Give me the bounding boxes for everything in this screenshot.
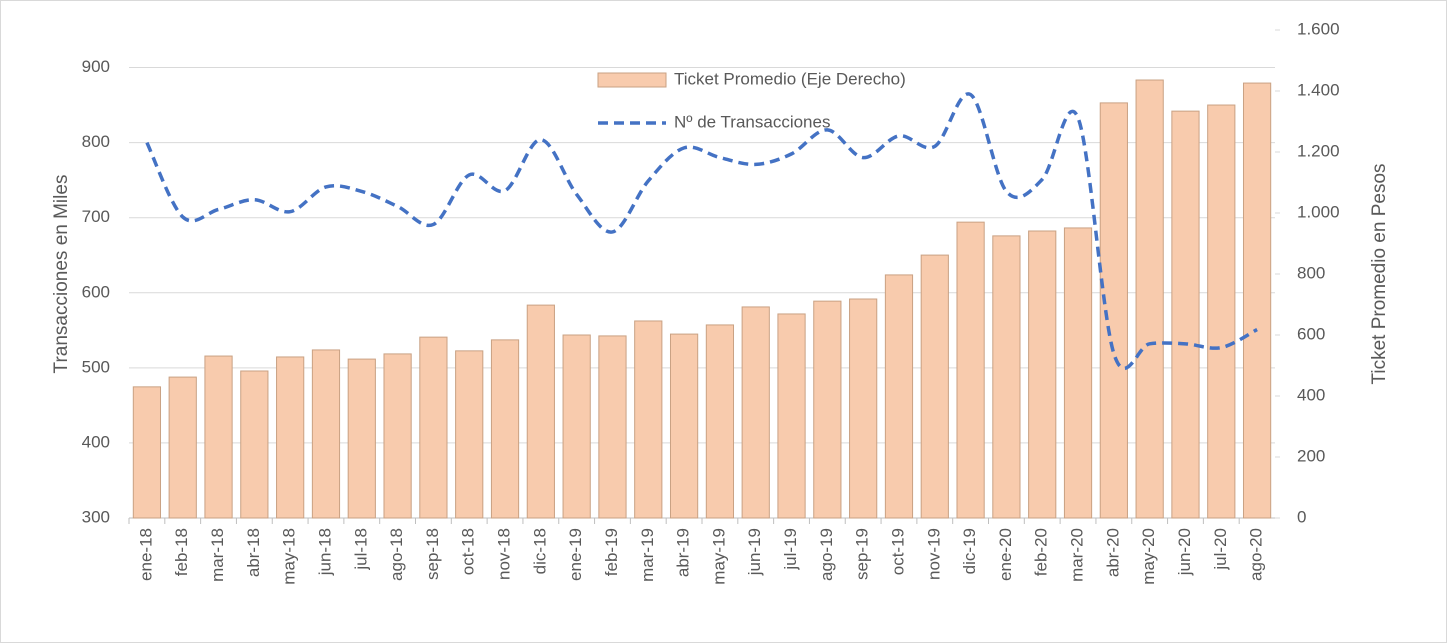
- x-tick-label: oct-18: [459, 528, 478, 575]
- bar: [276, 356, 305, 519]
- y-tick-label: 800: [82, 132, 110, 151]
- y2-tick-label: 1.600: [1297, 19, 1340, 38]
- x-tick-label: feb-20: [1032, 528, 1051, 576]
- y2-tick-label: 800: [1297, 263, 1325, 282]
- x-tick-label: ago-20: [1247, 528, 1266, 581]
- legend-label: Ticket Promedio (Eje Derecho): [674, 69, 906, 88]
- x-tick-label: jun-18: [315, 528, 334, 576]
- bar: [1028, 230, 1057, 519]
- bar: [526, 304, 555, 519]
- bar: [383, 353, 412, 519]
- y2-tick-label: 1.400: [1297, 80, 1340, 99]
- x-tick-label: jul-18: [351, 528, 370, 571]
- y-tick-label: 700: [82, 207, 110, 226]
- bar: [777, 313, 806, 519]
- bar: [705, 324, 735, 519]
- x-tick-label: abr-18: [244, 528, 263, 577]
- x-tick-label: jul-19: [781, 528, 800, 571]
- x-tick-label: jul-20: [1211, 528, 1230, 571]
- y2-tick-label: 400: [1297, 385, 1325, 404]
- x-tick-label: jun-19: [745, 528, 764, 576]
- bar: [598, 335, 627, 519]
- y-tick-label: 400: [82, 432, 110, 451]
- x-tick-label: may-19: [709, 528, 728, 585]
- y-axis-title: Transacciones en Miles: [51, 175, 72, 374]
- y2-tick-label: 600: [1297, 324, 1325, 343]
- bar: [240, 370, 269, 519]
- bar: [634, 320, 663, 519]
- bar: [920, 254, 949, 519]
- bar: [562, 334, 591, 519]
- x-tick-label: may-20: [1139, 528, 1158, 585]
- x-tick-label: ago-19: [817, 528, 836, 581]
- y-tick-label: 500: [82, 357, 110, 376]
- bar: [884, 274, 914, 519]
- y-tick-label: 600: [82, 282, 110, 301]
- x-tick-label: feb-19: [602, 528, 621, 576]
- y-tick-label: 900: [82, 57, 110, 76]
- bar: [956, 221, 985, 519]
- x-tick-label: sep-19: [853, 528, 872, 580]
- y2-axis-title: Ticket Promedio en Pesos: [1369, 163, 1390, 384]
- x-tick-label: dic-18: [530, 528, 549, 574]
- bar: [741, 306, 770, 519]
- bar: [1063, 227, 1093, 519]
- bar: [1135, 79, 1164, 519]
- x-tick-label: abr-19: [674, 528, 693, 577]
- bar: [992, 235, 1021, 519]
- bar: [1099, 102, 1128, 519]
- bar: [669, 333, 699, 519]
- bar: [347, 358, 376, 519]
- x-tick-label: ene-19: [566, 528, 585, 581]
- x-tick-label: may-18: [280, 528, 299, 585]
- bar: [490, 339, 520, 519]
- bar: [1171, 110, 1200, 519]
- x-tick-label: sep-18: [423, 528, 442, 580]
- bar: [813, 300, 842, 519]
- x-tick-label: abr-20: [1103, 528, 1122, 577]
- x-tick-label: dic-19: [960, 528, 979, 574]
- x-tick-label: mar-18: [208, 528, 227, 582]
- x-tick-label: nov-19: [924, 528, 943, 580]
- bar: [1207, 104, 1236, 519]
- legend-swatch: [597, 72, 667, 88]
- x-tick-label: mar-19: [638, 528, 657, 582]
- bar: [311, 349, 341, 519]
- x-tick-label: feb-18: [172, 528, 191, 576]
- y-tick-label: 300: [82, 507, 110, 526]
- x-tick-label: mar-20: [1068, 528, 1087, 582]
- y2-tick-label: 1.000: [1297, 202, 1340, 221]
- legend-label: Nº de Transacciones: [674, 112, 830, 131]
- y2-tick-label: 200: [1297, 446, 1325, 465]
- bar: [849, 298, 878, 519]
- x-tick-label: oct-19: [888, 528, 907, 575]
- y2-tick-label: 0: [1297, 507, 1306, 526]
- bar: [132, 386, 162, 519]
- bar: [168, 376, 197, 519]
- bar: [1242, 82, 1272, 519]
- bar: [455, 350, 484, 519]
- bar: [204, 355, 233, 519]
- x-tick-label: ago-18: [387, 528, 406, 581]
- y2-tick-label: 1.200: [1297, 141, 1340, 160]
- bar: [419, 336, 448, 519]
- x-tick-label: jun-20: [1175, 528, 1194, 576]
- x-tick-label: nov-18: [495, 528, 514, 580]
- x-tick-label: ene-20: [996, 528, 1015, 581]
- x-tick-label: ene-18: [136, 528, 155, 581]
